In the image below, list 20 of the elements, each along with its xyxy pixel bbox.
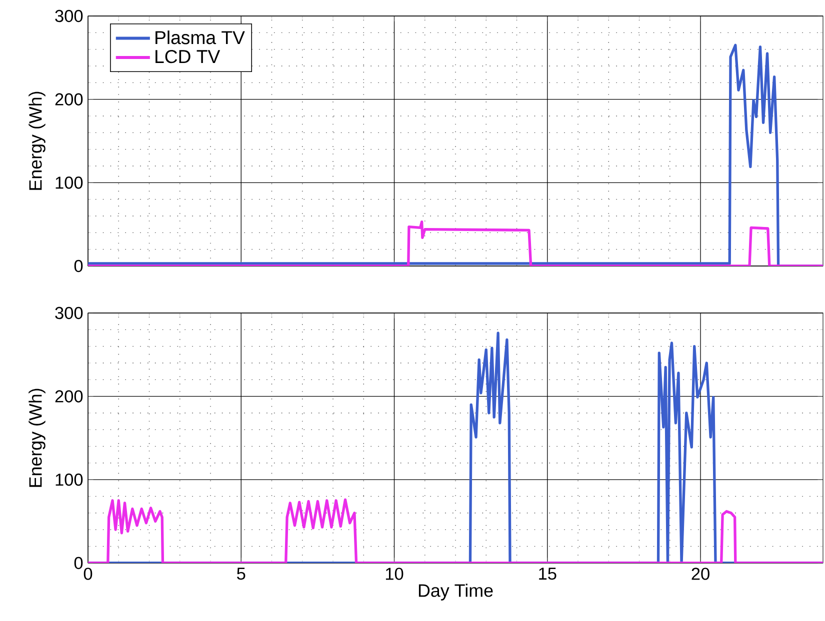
y-axis-title: Energy (Wh) [28,92,46,190]
legend-label: LCD TV [156,50,220,64]
x-tick-label: 10 [386,568,404,580]
x-axis-title: Day Time [418,584,493,600]
legend-label: Plasma TV [156,30,245,44]
line-series [88,498,824,563]
y-tick-label: 100 [56,474,83,486]
x-tick-label: 0 [84,568,92,580]
y-tick-label: 100 [56,176,83,189]
x-tick-label: 15 [539,568,556,580]
line-series [88,220,824,266]
x-tick-label: 5 [237,568,246,580]
y-axis-title: Energy (Wh) [28,388,46,487]
y-tick-label: 0 [74,556,83,570]
y-tick-label: 300 [55,10,83,22]
x-tick-label: 20 [692,568,710,580]
y-tick-label: 200 [55,390,83,402]
y-tick-label: 200 [55,93,83,106]
y-tick-label: 0 [74,260,83,272]
y-tick-label: 300 [55,306,83,320]
